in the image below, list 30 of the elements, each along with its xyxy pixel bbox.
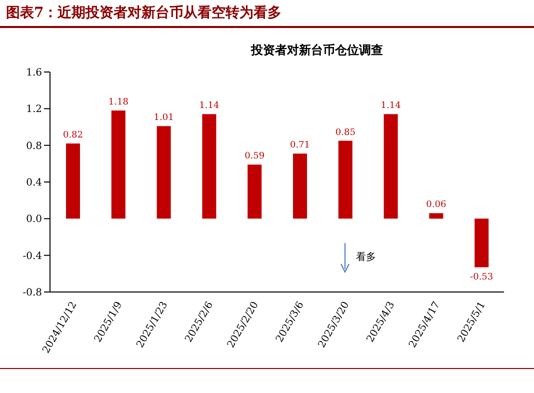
- bar: [429, 213, 444, 219]
- y-tick-label: -0.4: [22, 250, 42, 262]
- y-tick-label: 0.8: [26, 140, 42, 152]
- data-label: -0.53: [470, 272, 494, 282]
- bar: [293, 154, 307, 219]
- data-label: 0.59: [244, 152, 265, 162]
- y-tick-label: 1.6: [26, 68, 42, 79]
- bar: [474, 218, 489, 268]
- data-label: 1.18: [108, 98, 129, 108]
- y-tick-label: 0.0: [26, 214, 42, 226]
- y-tick-label: 1.2: [26, 104, 42, 116]
- bar: [384, 114, 398, 219]
- data-label: 0.06: [426, 200, 446, 210]
- data-label: 0.71: [290, 140, 310, 151]
- y-tick-label: 0.4: [26, 178, 42, 189]
- data-label: 1.14: [199, 101, 220, 112]
- data-label: 0.85: [335, 128, 356, 138]
- bar: [111, 110, 126, 219]
- data-label: 1.01: [154, 113, 174, 124]
- chart-subtitle: 投资者对新台币仓位调查: [250, 42, 384, 59]
- bar: [338, 140, 352, 219]
- bar: [202, 114, 216, 219]
- data-label: 0.82: [62, 130, 84, 140]
- annotation: 看多: [356, 250, 376, 264]
- y-tick-label: -0.8: [22, 288, 42, 299]
- chart-title: 图表7：近期投资者对新台币从看空转为看多: [6, 4, 282, 22]
- bar: [156, 126, 171, 219]
- bar: [66, 144, 80, 219]
- data-label: 1.14: [380, 101, 402, 112]
- bar: [248, 164, 262, 219]
